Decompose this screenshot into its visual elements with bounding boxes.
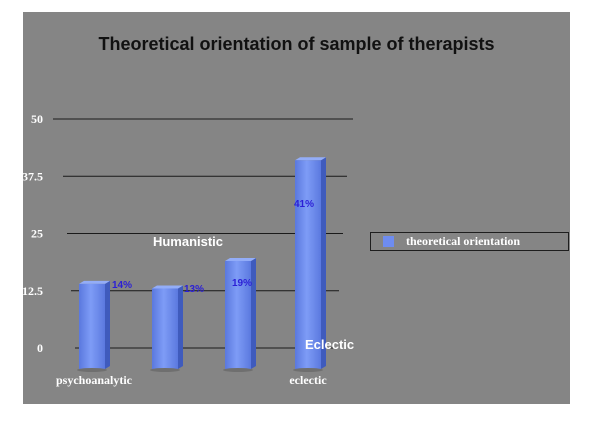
bar-shadow xyxy=(150,368,180,372)
bar-side xyxy=(178,285,183,369)
chart-slide: 50 37.5 25 12.5 0 14% 13% 19% 41% psychoanalyti… xyxy=(23,12,570,404)
bar xyxy=(293,157,326,372)
x-axis-labels: psychoanalytic eclectic xyxy=(56,373,327,387)
legend-label: theoretical orientation xyxy=(406,234,521,248)
percent-label: 41% xyxy=(294,199,314,210)
bar-top xyxy=(79,280,110,284)
y-axis-ticks: 50 37.5 25 12.5 0 xyxy=(23,112,43,355)
bar xyxy=(150,285,183,372)
y-tick-label: 0 xyxy=(37,341,43,355)
y-tick-label: 25 xyxy=(31,227,43,241)
legend: theoretical orientation xyxy=(370,232,569,251)
bar-side xyxy=(321,157,326,369)
percent-label: 19% xyxy=(232,278,252,289)
bar xyxy=(223,257,256,372)
bar-side xyxy=(105,280,110,369)
bar xyxy=(77,280,110,372)
percent-label: 13% xyxy=(184,284,204,295)
bar-top xyxy=(295,157,326,161)
data-labels: 14% 13% 19% 41% xyxy=(112,199,314,295)
chart-title: Theoretical orientation of sample of the… xyxy=(98,34,495,54)
bar-front xyxy=(295,160,321,369)
percent-label: 14% xyxy=(112,280,132,291)
annotation-label: Eclectic xyxy=(305,337,354,352)
annotations: Humanistic Eclectic xyxy=(153,234,354,352)
x-category-label: psychoanalytic xyxy=(56,373,133,387)
gridlines xyxy=(53,118,353,349)
bars xyxy=(77,157,326,372)
legend-swatch xyxy=(383,236,394,247)
bar-top xyxy=(152,285,183,289)
y-tick-label: 12.5 xyxy=(23,284,43,298)
bar-chart: 50 37.5 25 12.5 0 14% 13% 19% 41% psychoanalyti… xyxy=(23,112,354,387)
bar-top xyxy=(225,257,256,261)
annotation-label: Humanistic xyxy=(153,234,223,249)
bar-front xyxy=(79,283,105,369)
bar-shadow xyxy=(223,368,253,372)
y-tick-label: 37.5 xyxy=(23,169,43,183)
y-tick-label: 50 xyxy=(31,112,43,126)
bar-side xyxy=(251,257,256,369)
bar-front xyxy=(152,288,178,369)
bar-shadow xyxy=(293,368,323,372)
bar-shadow xyxy=(77,368,107,372)
bar-front xyxy=(225,260,251,369)
x-category-label: eclectic xyxy=(289,373,327,387)
